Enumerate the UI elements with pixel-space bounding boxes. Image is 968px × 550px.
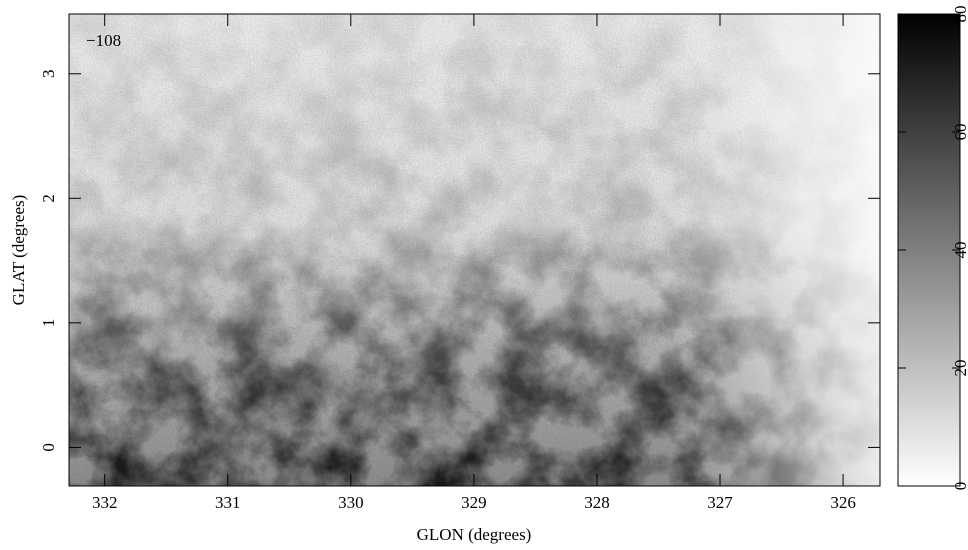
x-tick-label: 326 [830,493,856,512]
y-tick-label: 1 [39,319,58,328]
x-tick-label: 330 [338,493,364,512]
colorbar [897,13,961,487]
y-tick-label: 0 [39,443,58,452]
plot-frame [68,13,881,487]
y-axis-label: GLAT (degrees) [9,195,28,306]
colorbar-tick-label: 0 [951,482,968,491]
axes: 332 331 330 329 328 327 326 0 1 2 3 0 20 40 60 80 [39,6,968,512]
y-tick-label: 2 [39,194,58,203]
x-tick-label: 331 [215,493,241,512]
sky-image [69,14,880,486]
x-axis-label: GLON (degrees) [417,525,532,544]
x-tick-label: 327 [707,493,733,512]
x-tick-label: 329 [461,493,487,512]
colorbar-tick-label: 60 [951,124,968,141]
x-tick-label: 332 [92,493,118,512]
colorbar-tick-label: 20 [951,360,968,377]
colorbar-tick-label: 80 [951,6,968,23]
y-tick-label: 3 [39,70,58,79]
colorbar-tick-label: 40 [951,242,968,259]
x-tick-label: 328 [584,493,610,512]
annotation: −108 [86,31,121,50]
